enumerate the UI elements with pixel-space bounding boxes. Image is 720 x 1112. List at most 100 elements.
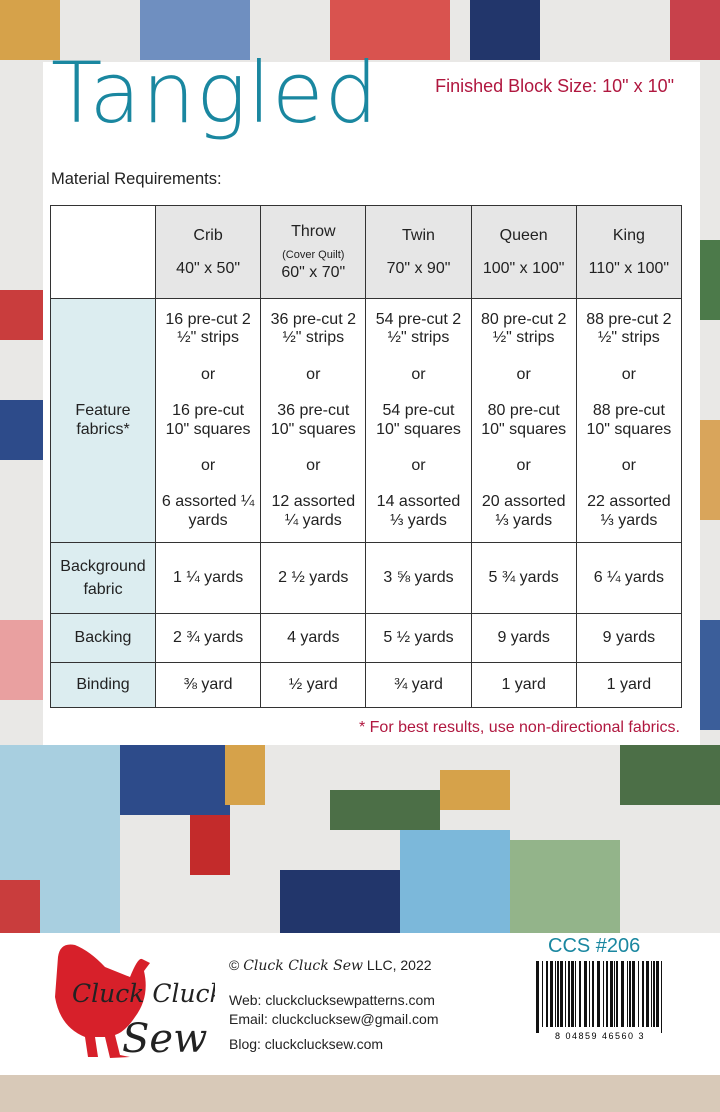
table-cell: 5 ¾ yards xyxy=(470,542,577,614)
table-cell: 1 yard xyxy=(470,662,577,708)
table-cell: 80 pre-cut 2 ½" strips or 80 pre-cut 10" s… xyxy=(470,298,577,543)
barcode: 8 04859 46560 3 xyxy=(536,961,662,1041)
cell-option: 54 pre-cut 2 ½" strips xyxy=(375,310,462,347)
cell-option: 88 pre-cut 10" squares xyxy=(586,402,672,438)
table-cell: 54 pre-cut 2 ½" strips or 54 pre-cut 10" s… xyxy=(365,298,472,543)
barcode-bar xyxy=(597,961,600,1027)
row-label: Backing xyxy=(50,613,156,663)
cell-option: 80 pre-cut 2 ½" strips xyxy=(480,310,567,347)
column-header-throw: Throw (Cover Quilt) 60" x 70" xyxy=(260,205,367,299)
barcode-bar xyxy=(584,961,587,1027)
empty-corner-cell xyxy=(50,205,156,299)
barcode-bar xyxy=(603,961,604,1027)
footer: Cluck Cluck Sew © Cluck Cluck Sew LLC, 2… xyxy=(0,933,720,1075)
website-link[interactable]: Web: cluckclucksewpatterns.com xyxy=(229,992,435,1008)
cell-option: 20 assorted ⅓ yards xyxy=(481,493,566,529)
cell-option: 54 pre-cut 10" squares xyxy=(376,402,461,438)
barcode-bar xyxy=(557,961,559,1027)
barcode-bar xyxy=(589,961,590,1027)
barcode-digits: 8 04859 46560 3 xyxy=(555,1031,645,1041)
hen-icon: Cluck Cluck Sew xyxy=(55,944,225,1062)
blog-link[interactable]: Blog: cluckclucksew.com xyxy=(229,1036,384,1052)
requirements-table: Crib 40" x 50" Throw (Cover Quilt) 60" x 70… xyxy=(50,205,683,708)
barcode-bar xyxy=(653,961,655,1027)
table-cell: ¾ yard xyxy=(365,662,472,708)
cell-option: 22 assorted ⅓ yards xyxy=(587,493,671,529)
cell-option: 16 pre-cut 2 ½" strips xyxy=(165,310,251,347)
barcode-bar xyxy=(610,961,613,1027)
barcode-bar xyxy=(621,961,624,1027)
table-cell: 36 pre-cut 2 ½" strips or 36 pre-cut 10" s… xyxy=(260,298,367,543)
barcode-bar xyxy=(656,961,659,1027)
copyright: © Cluck Cluck Sew LLC, 2022 xyxy=(229,957,432,974)
cell-option: 36 pre-cut 10" squares xyxy=(270,402,356,438)
barcode-bar xyxy=(568,961,570,1027)
table-row-binding: Binding ⅜ yard ½ yard ¾ yard 1 yard 1 ya… xyxy=(50,662,683,708)
table-cell: 88 pre-cut 2 ½" strips or 88 pre-cut 10" s… xyxy=(575,298,683,543)
table-cell: 2 ¾ yards xyxy=(154,613,262,663)
table-cell: 1 ¼ yards xyxy=(154,542,262,614)
barcode-bar xyxy=(629,961,631,1027)
table-cell: ½ yard xyxy=(260,662,367,708)
row-label: Binding xyxy=(50,662,156,708)
barcode-bar xyxy=(550,961,553,1027)
table-cell: 3 ⅝ yards xyxy=(365,542,472,614)
or-separator: or xyxy=(621,365,636,383)
table-cell: 16 pre-cut 2 ½" strips or 16 pre-cut 10" s… xyxy=(154,298,262,543)
or-separator: or xyxy=(621,456,636,474)
section-label: Material Requirements: xyxy=(51,170,222,188)
column-header-king: King 110" x 100" xyxy=(575,205,683,299)
or-separator: or xyxy=(516,456,531,474)
table-cell: 1 yard xyxy=(575,662,683,708)
row-label: Feature fabrics* xyxy=(50,298,156,543)
barcode-bar xyxy=(642,961,644,1027)
barcode-bar xyxy=(555,961,556,1027)
barcode-bar xyxy=(579,961,581,1027)
barcode-bar xyxy=(646,961,649,1027)
pattern-number: CCS #206 xyxy=(548,935,641,957)
or-separator: or xyxy=(306,456,321,474)
barcode-bar xyxy=(542,961,543,1027)
barcode-bar xyxy=(661,961,662,1033)
cell-option: 36 pre-cut 2 ½" strips xyxy=(270,310,356,347)
table-cell: 9 yards xyxy=(575,613,683,663)
or-separator: or xyxy=(306,365,321,383)
column-header-crib: Crib 40" x 50" xyxy=(154,205,262,299)
barcode-bar xyxy=(627,961,628,1027)
or-separator: or xyxy=(200,365,216,383)
column-header-twin: Twin 70" x 90" xyxy=(365,205,472,299)
cell-option: 80 pre-cut 10" squares xyxy=(481,402,567,438)
table-header-row: Crib 40" x 50" Throw (Cover Quilt) 60" x 70… xyxy=(50,205,683,299)
column-header-queen: Queen 100" x 100" xyxy=(470,205,577,299)
table-cell: 5 ½ yards xyxy=(365,613,472,663)
or-separator: or xyxy=(411,365,426,383)
finished-block-size: Finished Block Size: 10" x 10" xyxy=(435,76,674,96)
barcode-bar xyxy=(592,961,594,1027)
barcode-bar xyxy=(632,961,635,1027)
barcode-bar xyxy=(560,961,563,1027)
svg-text:Sew: Sew xyxy=(122,1016,207,1062)
or-separator: or xyxy=(411,456,426,474)
barcode-bar xyxy=(571,961,574,1027)
cluck-cluck-sew-logo: Cluck Cluck Sew xyxy=(50,937,225,1062)
table-row-backing: Backing 2 ¾ yards 4 yards 5 ½ yards 9 ya… xyxy=(50,613,683,663)
barcode-bar xyxy=(575,961,576,1027)
barcode-bar xyxy=(614,961,615,1027)
table-cell: 2 ½ yards xyxy=(260,542,367,614)
svg-text:Cluck Cluck: Cluck Cluck xyxy=(72,979,215,1008)
table-row-background-fabric: Background fabric 1 ¼ yards 2 ½ yards 3 … xyxy=(50,542,683,614)
or-separator: or xyxy=(200,456,216,474)
contact-info: Web: cluckclucksewpatterns.com Email: cl… xyxy=(229,991,438,1029)
barcode-bar xyxy=(565,961,566,1027)
email-link[interactable]: Email: cluckclucksew@gmail.com xyxy=(229,1011,439,1027)
barcode-bar xyxy=(546,961,548,1027)
table-cell: 6 ¼ yards xyxy=(575,542,683,614)
table-cell: 9 yards xyxy=(470,613,577,663)
barcode-bar xyxy=(616,961,618,1027)
cell-option: 12 assorted ¼ yards xyxy=(271,493,356,529)
barcode-bar xyxy=(638,961,639,1027)
cell-option: 14 assorted ⅓ yards xyxy=(376,493,461,529)
row-label: Background fabric xyxy=(50,542,156,614)
table-row-feature-fabrics: Feature fabrics* 16 pre-cut 2 ½" strips o… xyxy=(50,298,683,543)
pattern-title: Tangled xyxy=(51,44,379,142)
